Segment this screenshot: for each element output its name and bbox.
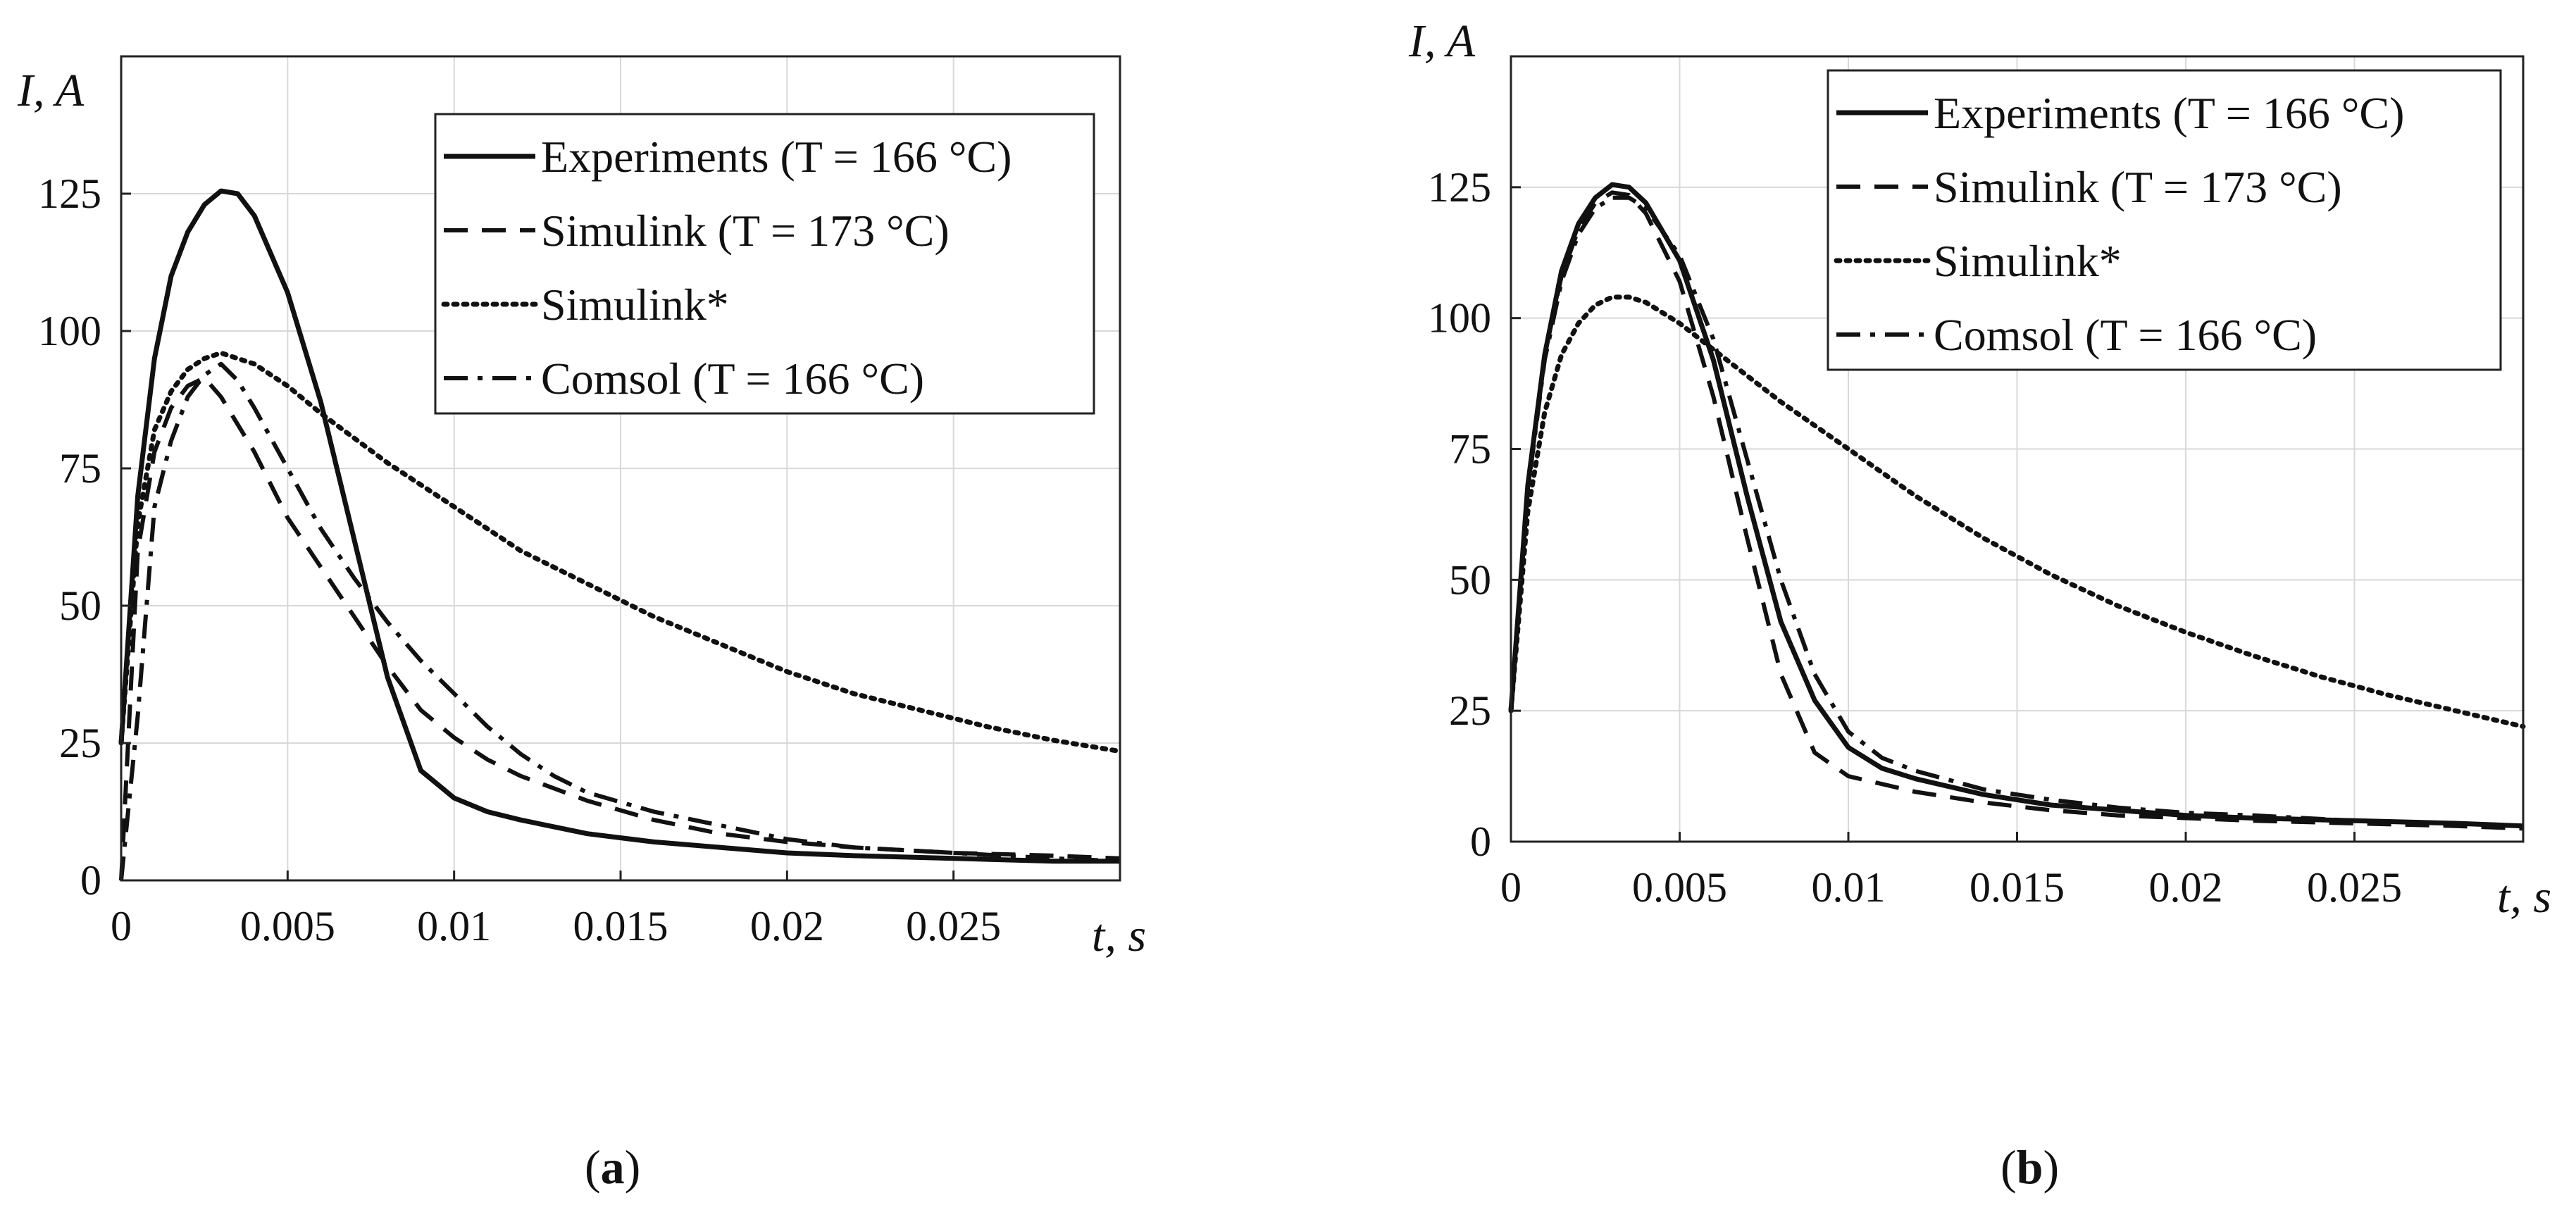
panel-b-legend-box (1827, 69, 2502, 371)
panel-a-ticks: 0 0.005 0.01 0.015 0.02 0.025 0 25 50 75 100 125 (38, 170, 1001, 949)
panel-b-y-axis-label: I, A (1408, 15, 1476, 67)
panel-b-series-dotted-line (1508, 294, 2526, 729)
panel-b-ytick-label-1: 25 (1449, 687, 1491, 734)
panel-a-x-axis-label: t, s (1092, 910, 1146, 961)
panel-b-xtick-label-4: 0.02 (2149, 864, 2223, 911)
panel-b-xtick-label-0: 0 (1500, 864, 1522, 911)
panel-b-series-dashed-line (1509, 190, 2524, 831)
panel-b-ytick-label-3: 75 (1449, 426, 1491, 473)
panel-a-legend-label-2: Simulink* (541, 280, 729, 330)
panel-b-series (1508, 182, 2526, 831)
panel-b-ytick-label-5: 125 (1428, 164, 1491, 211)
panel-a-ytick-label-3: 75 (59, 445, 101, 492)
panel-a-y-axis-label: I, A (17, 65, 85, 116)
panel-a-legend-box (434, 113, 1095, 415)
panel-a-xtick-label-3: 0.015 (573, 903, 668, 949)
panel-b-ticks: 0 0.005 0.01 0.015 0.02 0.025 0 25 50 75 100 125 (1428, 164, 2402, 911)
panel-b: 0 0.005 0.01 0.015 0.02 0.025 0 25 50 75 100 125 I,… (1408, 15, 2551, 1194)
panel-a: 0 0.005 0.01 0.015 0.02 0.025 0 25 50 75 100 125 I,… (17, 55, 1146, 1194)
panel-b-caption-letter: b (2017, 1140, 2043, 1194)
panel-b-xtick-label-5: 0.025 (2307, 864, 2402, 911)
panel-a-ytick-label-5: 125 (38, 170, 101, 217)
panel-a-xtick-label-5: 0.025 (906, 903, 1001, 949)
panel-a-xtick-label-0: 0 (111, 903, 132, 949)
panel-a-ytick-label-1: 25 (59, 720, 101, 766)
panel-a-xtick-label-1: 0.005 (240, 903, 335, 949)
panel-a-series-dashed-line (119, 375, 1121, 881)
panel-a-xtick-label-4: 0.02 (750, 903, 824, 949)
panel-b-ytick-label-2: 50 (1449, 556, 1491, 603)
panel-a-ytick-label-0: 0 (80, 857, 101, 904)
panel-a-legend-label-0: Experiments (T = 166 °C) (541, 132, 1012, 182)
panel-a-series-solid-line (118, 188, 1120, 864)
panel-b-legend-label-3: Comsol (T = 166 °C) (1934, 310, 2317, 360)
panel-b-legend-label-2: Simulink* (1934, 236, 2122, 286)
panel-a-ytick-label-4: 100 (38, 308, 101, 354)
panel-b-legend-label-0: Experiments (T = 166 °C) (1934, 88, 2404, 138)
panel-a-series-dashdot-line (119, 361, 1121, 881)
panel-a-caption: (a) (585, 1140, 640, 1194)
panel-a-series (118, 188, 1123, 881)
panel-b-legend-label-1: Simulink (T = 173 °C) (1934, 162, 2342, 212)
panel-a-ytick-label-2: 50 (59, 582, 101, 629)
panel-b-series-solid-line (1508, 182, 2524, 829)
panel-b-xtick-label-1: 0.005 (1632, 864, 1727, 911)
panel-b-caption: (b) (2001, 1140, 2059, 1194)
panel-a-legend-label-3: Comsol (T = 166 °C) (541, 354, 924, 404)
panel-a-legend: Experiments (T = 166 °C) Simulink (T = 17… (434, 113, 1095, 415)
panel-b-xtick-label-2: 0.01 (1812, 864, 1886, 911)
panel-a-series-dotted-line (118, 350, 1123, 754)
panel-a-caption-letter: a (601, 1140, 625, 1194)
panel-b-legend: Experiments (T = 166 °C) Simulink (T = 17… (1827, 69, 2502, 371)
panel-b-xtick-label-3: 0.015 (1970, 864, 2065, 911)
panel-b-ytick-label-0: 0 (1470, 818, 1491, 865)
panel-a-legend-label-1: Simulink (T = 173 °C) (541, 206, 950, 256)
panel-b-ytick-label-4: 100 (1428, 295, 1491, 342)
panel-b-x-axis-label: t, s (2497, 871, 2551, 923)
panel-a-xtick-label-2: 0.01 (417, 903, 491, 949)
